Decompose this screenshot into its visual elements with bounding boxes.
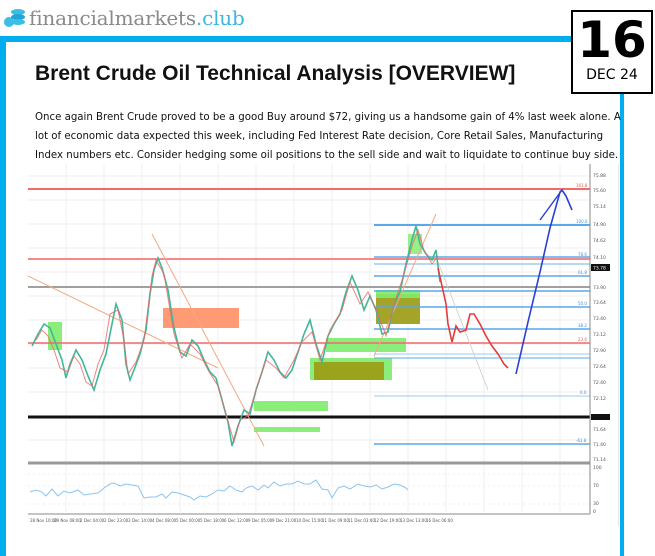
demand-zone xyxy=(48,322,62,350)
svg-text:73.78: 73.78 xyxy=(593,266,606,272)
svg-text:74.90: 74.90 xyxy=(593,222,606,228)
svg-text:0.0: 0.0 xyxy=(580,390,587,395)
svg-text:70: 70 xyxy=(593,483,599,489)
svg-text:5 Dec 00:00: 5 Dec 00:00 xyxy=(176,518,201,523)
svg-text:75.60: 75.60 xyxy=(593,188,606,194)
svg-text:29 Nov 08:00: 29 Nov 08:00 xyxy=(54,518,81,523)
svg-text:75.88: 75.88 xyxy=(593,173,606,179)
svg-text:0: 0 xyxy=(593,509,596,515)
site-logo[interactable]: financialmarkets.club xyxy=(4,4,245,32)
svg-text:161.8: 161.8 xyxy=(576,183,588,188)
horizontal-levels xyxy=(28,188,590,465)
chart-grid xyxy=(28,164,590,512)
svg-text:12 Dec 19:00: 12 Dec 19:00 xyxy=(374,518,401,523)
svg-text:16 Dec 06:00: 16 Dec 06:00 xyxy=(426,518,453,523)
svg-text:78.6: 78.6 xyxy=(578,252,587,257)
supply-zone xyxy=(163,308,239,328)
svg-text:72.12: 72.12 xyxy=(593,396,606,402)
rsi-pane xyxy=(28,473,590,505)
demand-zone xyxy=(254,401,328,411)
svg-text:72.64: 72.64 xyxy=(593,364,606,370)
svg-text:4 Dec 08:00: 4 Dec 08:00 xyxy=(152,518,177,523)
price-axis: 75.88 75.60 75.14 74.90 74.62 74.10 73.78 7… xyxy=(591,173,610,515)
chart-svg: 75.88 75.60 75.14 74.90 74.62 74.10 73.78 7… xyxy=(28,164,610,523)
brand-name: financialmarkets.club xyxy=(29,6,245,30)
svg-text:61.8: 61.8 xyxy=(578,270,587,275)
svg-text:38.2: 38.2 xyxy=(578,323,587,328)
svg-text:100: 100 xyxy=(593,465,602,471)
svg-text:2 Dec 23:00: 2 Dec 23:00 xyxy=(104,518,129,523)
svg-text:100.0: 100.0 xyxy=(576,219,588,224)
demand-zone xyxy=(326,338,406,352)
svg-text:3 Dec 14:00: 3 Dec 14:00 xyxy=(128,518,153,523)
svg-text:-61.8: -61.8 xyxy=(576,438,587,443)
svg-text:11 Dec 09:00: 11 Dec 09:00 xyxy=(322,518,349,523)
date-badge: 16 DEC 24 xyxy=(571,10,653,94)
svg-text:9 Dec 05:00: 9 Dec 05:00 xyxy=(248,518,273,523)
svg-text:9 Dec 21:00: 9 Dec 21:00 xyxy=(272,518,297,523)
svg-text:23.6: 23.6 xyxy=(578,337,587,342)
svg-text:5 Dec 18:00: 5 Dec 18:00 xyxy=(200,518,225,523)
trend-line xyxy=(373,213,437,357)
svg-text:2 Dec 04:00: 2 Dec 04:00 xyxy=(80,518,105,523)
article-frame xyxy=(0,36,624,556)
rsi-line xyxy=(29,479,409,501)
svg-text:30: 30 xyxy=(593,501,599,507)
trend-line xyxy=(151,233,265,447)
svg-text:71.40: 71.40 xyxy=(593,442,606,448)
svg-text:6 Dec 12:00: 6 Dec 12:00 xyxy=(224,518,249,523)
svg-text:73.64: 73.64 xyxy=(593,300,606,306)
order-block-zone xyxy=(314,362,384,380)
svg-text:73.90: 73.90 xyxy=(593,285,606,291)
svg-text:13 Dec 13:00: 13 Dec 13:00 xyxy=(400,518,427,523)
date-month-year: DEC 24 xyxy=(586,67,638,83)
demand-zone xyxy=(254,427,320,432)
svg-text:75.14: 75.14 xyxy=(593,204,606,210)
fib-labels: 161.8 100.0 78.6 61.8 50.0 38.2 23.6 0.0… xyxy=(576,183,588,443)
article-body: Once again Brent Crude proved to be a go… xyxy=(35,112,621,161)
order-block-zone xyxy=(376,294,420,324)
svg-text:10 Dec 15:00: 10 Dec 15:00 xyxy=(296,518,323,523)
svg-text:71.14: 71.14 xyxy=(593,457,606,463)
svg-text:73.40: 73.40 xyxy=(593,316,606,322)
trend-line xyxy=(28,275,219,369)
svg-text:50.0: 50.0 xyxy=(578,301,587,306)
svg-text:71.64: 71.64 xyxy=(593,427,606,433)
date-day: 16 xyxy=(577,11,647,69)
svg-text:72.90: 72.90 xyxy=(593,348,606,354)
price-chart: 75.88 75.60 75.14 74.90 74.62 74.10 73.78 7… xyxy=(28,164,619,526)
svg-text:28 Nov 10:00: 28 Nov 10:00 xyxy=(30,518,57,523)
article-title: Brent Crude Oil Technical Analysis [OVER… xyxy=(35,62,516,85)
svg-text:11 Dec 03:00: 11 Dec 03:00 xyxy=(348,518,375,523)
svg-text:73.12: 73.12 xyxy=(593,332,606,338)
coins-stack-icon xyxy=(4,7,26,29)
svg-text:74.62: 74.62 xyxy=(593,238,606,244)
projected-path-blue xyxy=(515,188,573,375)
svg-text:74.10: 74.10 xyxy=(593,255,606,261)
projected-path-red xyxy=(437,267,509,369)
svg-text:72.40: 72.40 xyxy=(593,380,606,386)
